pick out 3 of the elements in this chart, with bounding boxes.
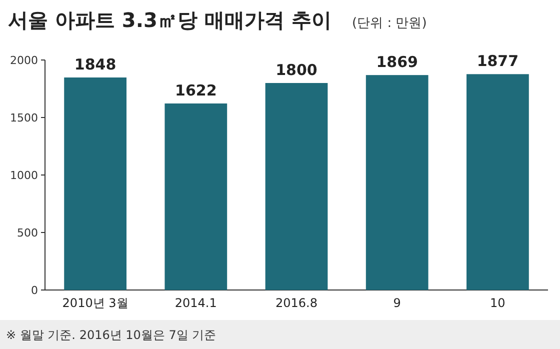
subtitle: (단위 : 만원) xyxy=(352,16,427,31)
title: 서울 아파트 3.3㎡당 매매가격 추이 xyxy=(8,8,332,32)
annotation: ※ 월말 기준. 2016년 10월은 7일 기준 xyxy=(6,328,216,342)
